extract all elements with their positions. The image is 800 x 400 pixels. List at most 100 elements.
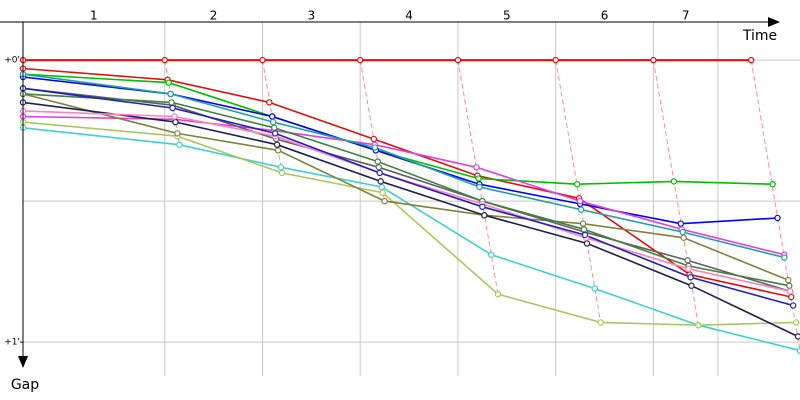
series-point [788,293,795,301]
lap-label: 1 [90,9,98,23]
series-point [371,144,379,151]
series-point [172,118,179,126]
series-line [22,87,794,307]
lap-guide [652,59,699,326]
series-point [271,130,279,137]
series-point [171,113,178,120]
series-point [583,240,591,247]
series-point [381,197,388,205]
lap-label: 4 [405,9,413,23]
series-lines [22,59,800,352]
series-point [552,56,559,64]
series-point [168,99,175,106]
series-point [679,228,686,236]
lap-label: 3 [308,9,316,23]
series-point [747,56,755,64]
series-point [786,282,793,289]
series-point [769,180,776,188]
series-point [796,347,800,354]
series-point [454,56,462,64]
series-point [479,203,486,210]
series-point [494,290,502,298]
series-line [22,110,791,293]
x-axis-label: Time [742,28,777,44]
series-point [370,135,378,143]
series-point [789,302,797,309]
series-point [167,90,174,98]
series-point [695,322,702,329]
series-point [273,141,281,148]
lap-label: 6 [601,9,609,23]
series-point [680,234,687,241]
series-point [677,220,684,227]
series-line [22,73,785,259]
lap-label: 2 [210,9,218,23]
series-line [22,93,790,287]
series-point [580,226,588,233]
series-line [22,73,773,186]
series-point [374,158,381,165]
series-point [573,180,581,188]
series-point [781,254,788,261]
series-point [270,124,278,131]
series-point [581,231,589,239]
lap-label: 5 [503,9,511,23]
series-point [277,164,285,171]
series-point [591,285,598,292]
series-point [169,104,176,112]
y-tick-label: +0' [4,56,20,66]
series-point [476,183,483,191]
series-point [274,147,282,154]
series-point [165,79,172,86]
series-point [792,319,800,326]
series-point [174,130,181,137]
series-point [670,178,678,185]
lap-guide [555,59,602,323]
series-point [774,214,781,222]
series-point [278,169,286,177]
series-point [579,220,587,227]
series-point [378,183,385,191]
series-point [259,56,266,64]
series-point [597,319,604,326]
tick-labels: +0' +1' 1 2 3 4 5 6 7 [4,9,689,348]
series-point [577,206,585,213]
series-point [356,56,364,64]
series-line [22,127,800,352]
series-line [22,67,792,298]
series-point [687,274,694,281]
series-point [161,56,168,64]
series-point [473,164,480,171]
series-point [269,113,276,120]
series-point [475,175,482,182]
series-point [487,251,495,258]
series-points [19,56,800,354]
series-point [688,282,695,289]
series-point [785,276,792,284]
series-line [22,93,789,281]
series-point [176,141,183,148]
y-axis-arrow [18,356,28,368]
series-line [22,101,799,338]
series-point [266,99,273,106]
y-tick-label: +1' [4,338,20,348]
series-point [376,169,383,177]
series-point [270,118,277,126]
series-line [22,121,797,327]
lap-guide [750,59,800,351]
series-line [22,115,785,256]
series-line [22,87,791,293]
series-point [794,333,800,340]
series-point [650,56,657,64]
x-axis-arrow [768,17,780,27]
series-point [684,257,691,264]
series-point [685,265,692,273]
series-point [576,197,584,205]
series-point [481,212,488,219]
series-point [787,288,794,295]
series-point [375,164,382,171]
series-point [379,189,386,196]
series-point [377,178,384,185]
